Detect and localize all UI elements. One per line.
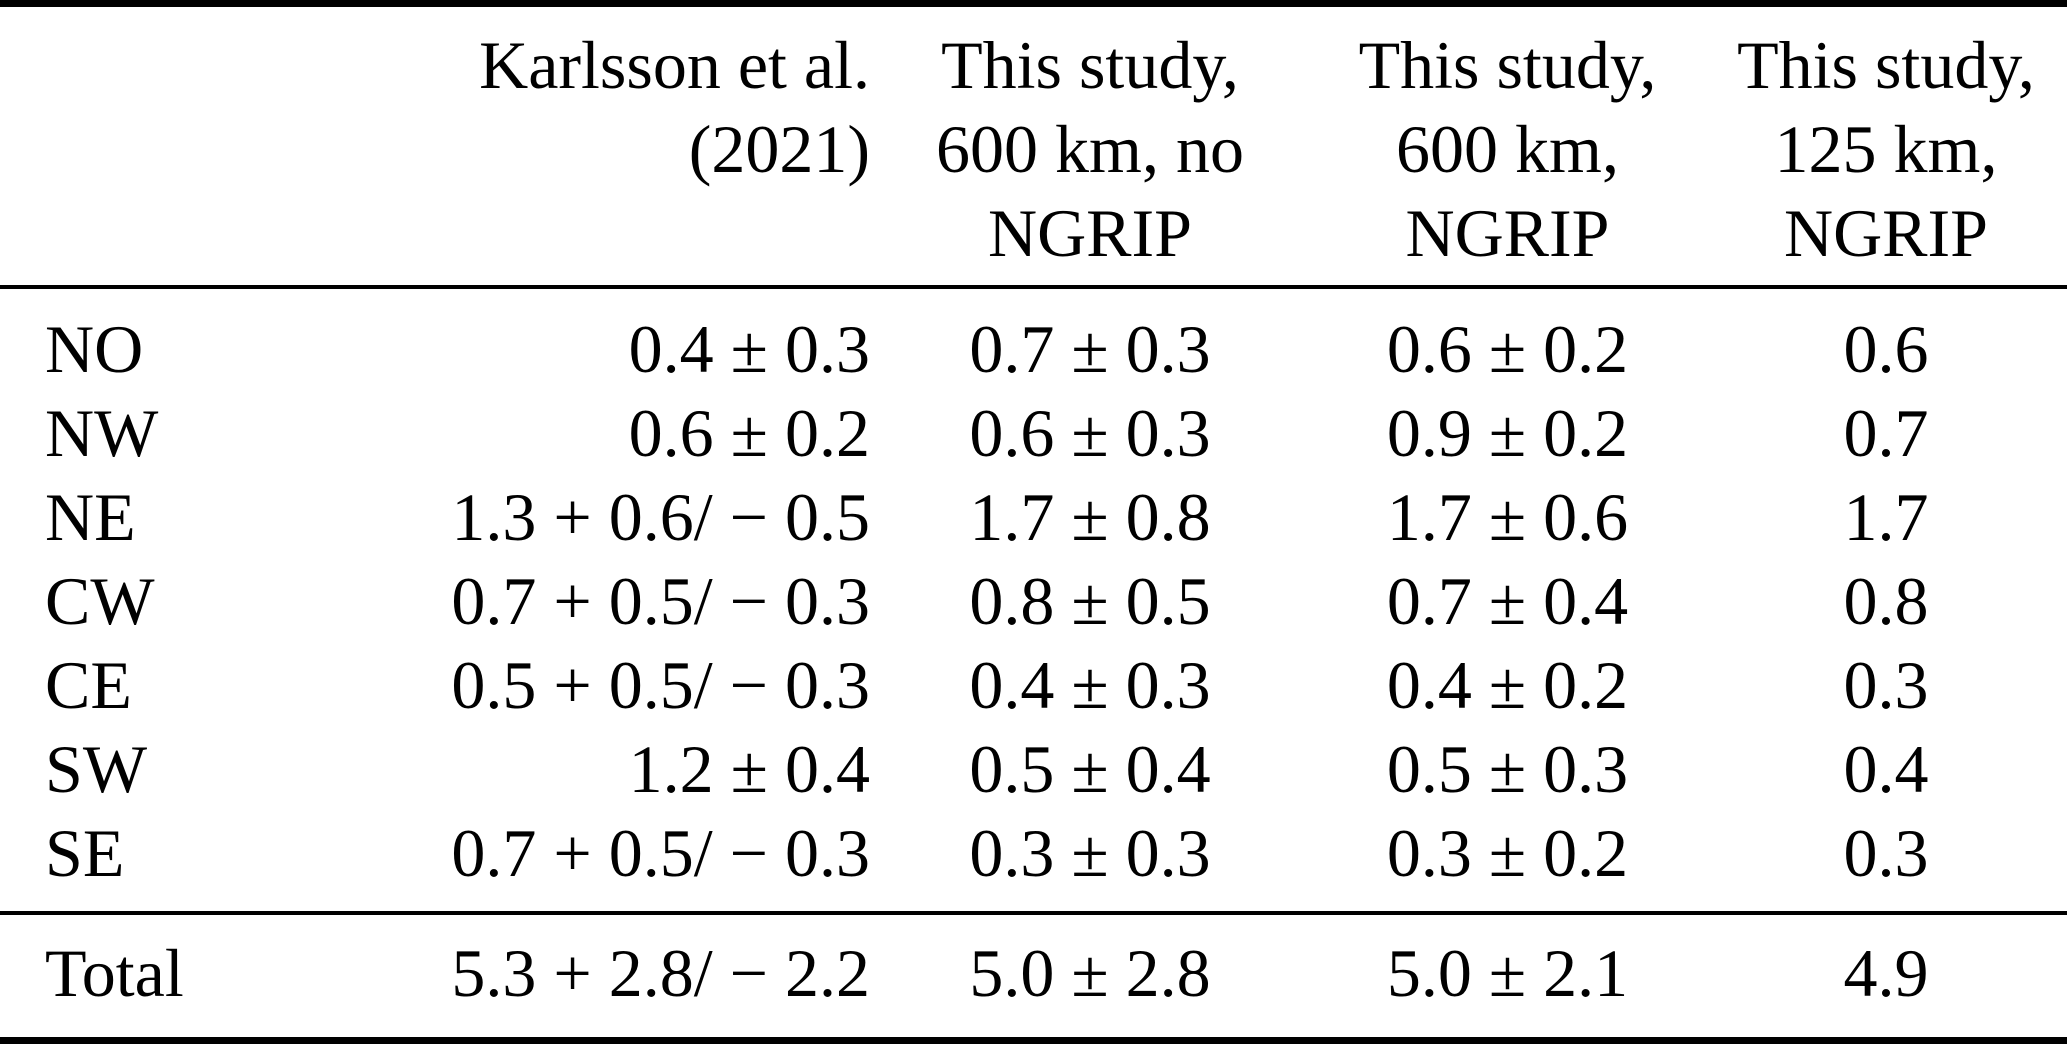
table-row: SW 1.2 ± 0.4 0.5 ± 0.4 0.5 ± 0.3 0.4 [0, 727, 2067, 811]
value-cell: 0.7 ± 0.4 [1386, 563, 1629, 639]
row-label: NO [45, 311, 144, 387]
value-cell: 0.5 ± 0.3 [1386, 731, 1629, 807]
row-label: NE [45, 479, 136, 555]
total-value-600km-ngrip: 5.0 ± 2.1 [1310, 911, 1705, 1041]
value-cell: 0.3 ± 0.2 [1386, 815, 1629, 891]
value-cell: 0.8 ± 0.5 [969, 563, 1211, 639]
row-label: SW [45, 731, 147, 807]
value-cell: 0.3 [1843, 647, 1929, 723]
row-label: NW [45, 395, 159, 471]
value-cell: 1.7 [1843, 479, 1929, 555]
value-cell: 1.7 ± 0.6 [1386, 479, 1629, 555]
value-cell: 1.2 ± 0.4 [628, 731, 870, 807]
value-cell: 0.9 ± 0.2 [1386, 395, 1629, 471]
table-row: CW 0.7 + 0.5/ − 0.3 0.8 ± 0.5 0.7 ± 0.4 0.8 [0, 559, 2067, 643]
header-this-study-600km-no-ngrip: This study, 600 km, no NGRIP [870, 3, 1310, 289]
value-cell: 0.4 [1843, 731, 1929, 807]
value-cell: 0.4 ± 0.3 [628, 311, 870, 387]
value-cell: 0.7 + 0.5/ − 0.3 [451, 815, 870, 891]
value-cell: 1.7 ± 0.8 [969, 479, 1211, 555]
value-cell: 0.6 [1843, 311, 1929, 387]
total-row: Total 5.3 + 2.8/ − 2.2 5.0 ± 2.8 5.0 ± 2… [0, 911, 2067, 1041]
table-footer: Total 5.3 + 2.8/ − 2.2 5.0 ± 2.8 5.0 ± 2… [0, 911, 2067, 1041]
header-this-study-125km-ngrip: This study, 125 km, NGRIP [1705, 3, 2067, 289]
value-cell: 0.6 ± 0.3 [969, 395, 1211, 471]
value-cell: 0.3 ± 0.3 [969, 815, 1211, 891]
header-row: Karlsson et al. (2021) This study, 600 k… [0, 3, 2067, 289]
value-cell: 0.6 ± 0.2 [1386, 311, 1629, 387]
value-cell: 0.7 + 0.5/ − 0.3 [451, 563, 870, 639]
table-row: NO 0.4 ± 0.3 0.7 ± 0.3 0.6 ± 0.2 0.6 [0, 287, 2067, 391]
table-row: NE 1.3 + 0.6/ − 0.5 1.7 ± 0.8 1.7 ± 0.6 1.7 [0, 475, 2067, 559]
total-value-600km-no-ngrip: 5.0 ± 2.8 [870, 911, 1310, 1041]
row-label: CE [45, 647, 132, 723]
value-cell: 0.6 ± 0.2 [628, 395, 870, 471]
table-row: NW 0.6 ± 0.2 0.6 ± 0.3 0.9 ± 0.2 0.7 [0, 391, 2067, 475]
row-label: CW [45, 563, 155, 639]
value-cell: 0.5 ± 0.4 [969, 731, 1211, 807]
header-karlsson-2021: Karlsson et al. (2021) [300, 3, 870, 289]
total-row-label: Total [0, 911, 300, 1041]
value-cell: 1.3 + 0.6/ − 0.5 [451, 479, 870, 555]
row-label: SE [45, 815, 125, 891]
value-cell: 0.7 ± 0.3 [969, 311, 1211, 387]
value-cell: 0.8 [1843, 563, 1929, 639]
table-body: NO 0.4 ± 0.3 0.7 ± 0.3 0.6 ± 0.2 0.6 NW 0.6 ± … [0, 287, 2067, 913]
total-value-karlsson: 5.3 + 2.8/ − 2.2 [300, 911, 870, 1041]
header-region-column [0, 3, 300, 289]
value-cell: 0.4 ± 0.2 [1386, 647, 1629, 723]
value-cell: 0.3 [1843, 815, 1929, 891]
value-cell: 0.4 ± 0.3 [969, 647, 1211, 723]
value-cell: 0.7 [1843, 395, 1929, 471]
value-cell: 0.5 + 0.5/ − 0.3 [451, 647, 870, 723]
table-row: SE 0.7 + 0.5/ − 0.3 0.3 ± 0.3 0.3 ± 0.2 0.3 [0, 811, 2067, 913]
table-header: Karlsson et al. (2021) This study, 600 k… [0, 3, 2067, 289]
total-value-125km-ngrip: 4.9 [1705, 911, 2067, 1041]
header-this-study-600km-ngrip: This study, 600 km, NGRIP [1310, 3, 1705, 289]
table-row: CE 0.5 + 0.5/ − 0.3 0.4 ± 0.3 0.4 ± 0.2 0.3 [0, 643, 2067, 727]
